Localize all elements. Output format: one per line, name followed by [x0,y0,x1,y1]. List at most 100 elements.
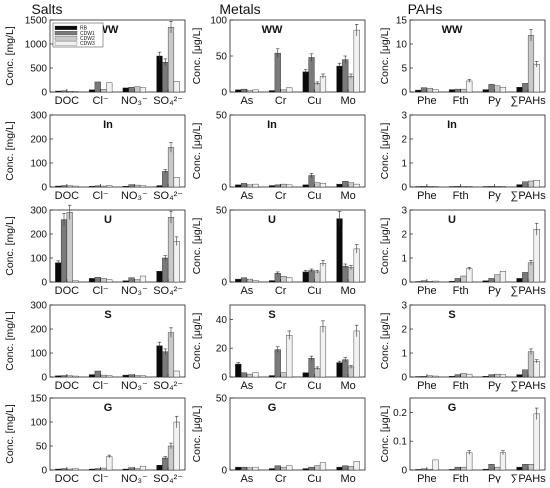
y-tick-label: 0 [41,466,47,477]
bar-rb-2 [122,280,129,283]
bar-cdw2-3 [167,147,175,188]
x-tick-label: Cr [275,473,287,483]
bar-cdw3-2 [139,185,147,188]
panel-label: U [268,214,276,226]
bar-cdw3-0 [432,280,439,283]
bar-cdw3-1 [286,335,293,378]
x-tick-label: Cu [307,380,321,392]
x-tick-label: Py [488,285,501,297]
bar-cdw3-0 [72,375,79,378]
bar-cdw2-1 [460,186,467,188]
x-tick-label: Cu [307,95,321,107]
x-tick-label: NO₃⁻ [121,190,148,202]
panel-metals-g: 0 50 Conc. [μg/L] G As Cr Cu Mo [191,394,366,485]
panel-pahs-in: 0 1 2 3 Conc. [μg/L] In Phe Fth Py ∑PAHs [379,111,546,203]
plot-frame [409,209,546,283]
bar-cdw3-2 [499,186,507,188]
legend-label: CDW2 [80,36,95,42]
bar-cdw1-2 [488,464,495,471]
y-tick-label: 0.1 [393,437,407,448]
bar-cdw1-2 [128,86,135,93]
bar-rb-3 [336,183,343,188]
x-tick-label: Cr [275,380,287,392]
y-tick-label: 0 [221,466,227,477]
x-tick-label: As [240,285,253,297]
y-tick-label: 200 [30,230,47,241]
bar-rb-2 [122,468,129,471]
x-tick-label: ∑PAHs [511,473,547,483]
panel-label: S [104,309,111,321]
bar-cdw1-3 [342,265,349,283]
bar-cdw3-2 [139,275,147,283]
panel-metals-ww: 0 50 100 Conc. [μg/L] WW As Cr Cu Mo [191,16,366,107]
y-tick-label: 15 [396,16,408,27]
bar-cdw2-3 [347,75,355,93]
y-tick-label: 150 [30,394,47,405]
bar-cdw1-3 [162,62,169,93]
y-axis-label: Conc. [mg/L] [4,26,16,86]
bar-rb-3 [336,65,343,93]
bar-cdw2-2 [134,279,141,283]
bar-rb-3 [516,278,523,283]
bar-cdw3-3 [353,330,360,378]
bar-rb-2 [302,372,309,378]
bar-cdw1-1 [274,465,281,471]
panel-salts-u: 0 100 200 300 Conc. [mg/L] U DOC Cl⁻ NO₃⁻ SO₄²⁻ [4,204,186,297]
bar-rb-0 [55,375,62,378]
bar-cdw1-0 [420,186,428,188]
bar-cdw3-1 [106,375,113,378]
bar-cdw3-2 [499,86,507,93]
bar-cdw2-0 [426,186,433,188]
bar-rb-2 [302,468,309,471]
x-tick-label: Py [488,473,501,483]
x-tick-label: Phe [417,473,437,483]
bar-cdw1-3 [162,457,169,471]
bar-cdw3-2 [499,374,507,378]
bar-cdw2-3 [167,27,175,93]
bar-cdw1-0 [420,376,428,378]
bar-cdw2-2 [134,184,141,188]
y-tick-label: 3 [401,301,407,312]
bar-cdw3-3 [173,240,180,283]
bar-rb-3 [336,218,343,283]
bar-cdw1-3 [342,59,349,93]
panel-label: U [104,214,112,226]
x-tick-label: Fth [453,380,469,392]
legend-swatch-cdw2 [54,36,78,41]
bar-rb-1 [268,375,276,378]
bar-rb-0 [235,278,242,283]
bar-cdw2-3 [347,466,355,471]
bar-cdw1-0 [60,90,68,93]
bar-cdw3-3 [173,81,180,93]
bar-rb-0 [415,89,422,93]
bar-rb-2 [302,184,309,188]
y-tick-label: 50 [216,111,228,122]
y-tick-label: 50 [216,394,228,405]
panel-label: U [448,214,456,226]
y-axis-label: Conc. [μg/L] [191,218,203,275]
x-tick-label: As [240,95,253,107]
x-tick-label: NO₃⁻ [121,95,148,107]
bar-cdw3-3 [533,413,540,471]
bar-rb-0 [415,186,422,188]
bar-rb-3 [516,374,523,378]
bar-cdw2-2 [134,375,141,378]
bar-rb-3 [156,465,163,471]
bar-cdw2-2 [494,466,501,471]
bar-cdw3-1 [106,279,113,283]
bar-rb-0 [235,363,242,378]
bar-cdw2-1 [280,276,287,283]
x-tick-label: Cl⁻ [93,380,109,392]
bar-cdw1-1 [274,184,281,188]
bar-cdw1-2 [128,184,135,188]
x-tick-label: ∑PAHs [511,190,547,202]
bar-cdw1-2 [488,186,495,188]
bar-rb-1 [88,186,96,188]
bar-cdw2-1 [460,466,467,471]
bar-cdw3-2 [319,326,327,378]
bar-cdw2-0 [426,375,433,378]
bar-cdw2-1 [100,374,107,378]
bar-cdw3-1 [286,277,293,283]
